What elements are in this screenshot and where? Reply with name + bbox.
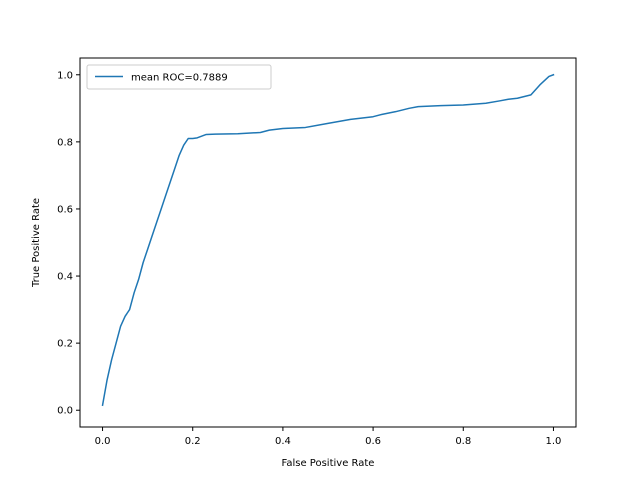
y-tick-label: 0.8 (57, 137, 73, 148)
legend: mean ROC=0.7889 (86, 64, 272, 90)
x-axis-ticks: 0.0 0.2 0.4 0.6 0.8 1.0 (95, 427, 562, 447)
y-tick-label: 0.2 (57, 339, 73, 350)
x-axis-label: False Positive Rate (282, 458, 375, 469)
x-tick-label: 0.4 (275, 436, 291, 447)
roc-curve-line (101, 73, 555, 407)
y-tick-label: 1.0 (57, 70, 73, 81)
x-tick-label: 1.0 (546, 436, 562, 447)
legend-box (86, 64, 272, 90)
x-tick-label: 0.0 (95, 436, 111, 447)
series-layer (101, 73, 555, 407)
x-tick-label: 0.2 (185, 436, 201, 447)
axes-frame (79, 57, 577, 428)
x-tick-label: 0.6 (365, 436, 381, 447)
y-axis-label: True Positive Rate (31, 198, 42, 288)
y-tick-label: 0.6 (57, 204, 73, 215)
y-tick-label: 0.0 (57, 406, 73, 417)
y-axis-ticks: 0.0 0.2 0.4 0.6 0.8 1.0 (57, 70, 80, 417)
y-tick-label: 0.4 (57, 272, 73, 283)
x-tick-label: 0.8 (455, 436, 471, 447)
legend-label: mean ROC=0.7889 (131, 73, 228, 84)
